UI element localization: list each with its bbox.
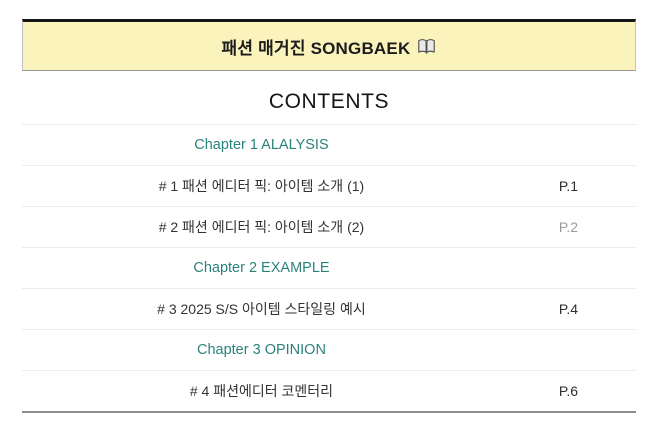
chapter-label: Chapter 3 OPINION <box>196 342 326 358</box>
page-number: P.4 <box>558 301 579 317</box>
chapter-label: Chapter 2 EXAMPLE <box>193 260 330 276</box>
toc-item-row: # 2 패션 에디터 픽: 아이템 소개 (2) P.2 <box>22 206 636 247</box>
open-book-icon <box>417 38 436 55</box>
toc-chapter-row: Chapter 3 OPINION <box>22 329 636 370</box>
toc-item-row: # 1 패션 에디터 픽: 아이템 소개 (1) P.1 <box>22 165 636 206</box>
magazine-title-banner: 패션 매거진 SONGBAEK <box>22 19 636 71</box>
page-number: P.2 <box>558 219 579 235</box>
page-number: P.6 <box>558 383 579 399</box>
item-label: # 2 패션 에디터 픽: 아이템 소개 (2) <box>158 219 365 235</box>
contents-heading: CONTENTS <box>268 90 390 113</box>
item-label: # 1 패션 에디터 픽: 아이템 소개 (1) <box>158 178 365 194</box>
chapter-label: Chapter 1 ALALYSIS <box>194 137 329 153</box>
toc-table: Chapter 1 ALALYSIS # 1 패션 에디터 픽: 아이템 소개 (… <box>22 124 636 413</box>
toc-item-row: # 4 패션에디터 코멘터리 P.6 <box>22 370 636 411</box>
toc-item-row: # 3 2025 S/S 아이템 스타일링 예시 P.4 <box>22 288 636 329</box>
item-label: # 3 2025 S/S 아이템 스타일링 예시 <box>157 301 366 317</box>
page-number: P.1 <box>558 178 579 194</box>
toc-chapter-row: Chapter 2 EXAMPLE <box>22 247 636 288</box>
toc-chapter-row: Chapter 1 ALALYSIS <box>22 124 636 165</box>
item-label: # 4 패션에디터 코멘터리 <box>189 383 334 399</box>
magazine-title: 패션 매거진 SONGBAEK <box>221 38 411 58</box>
